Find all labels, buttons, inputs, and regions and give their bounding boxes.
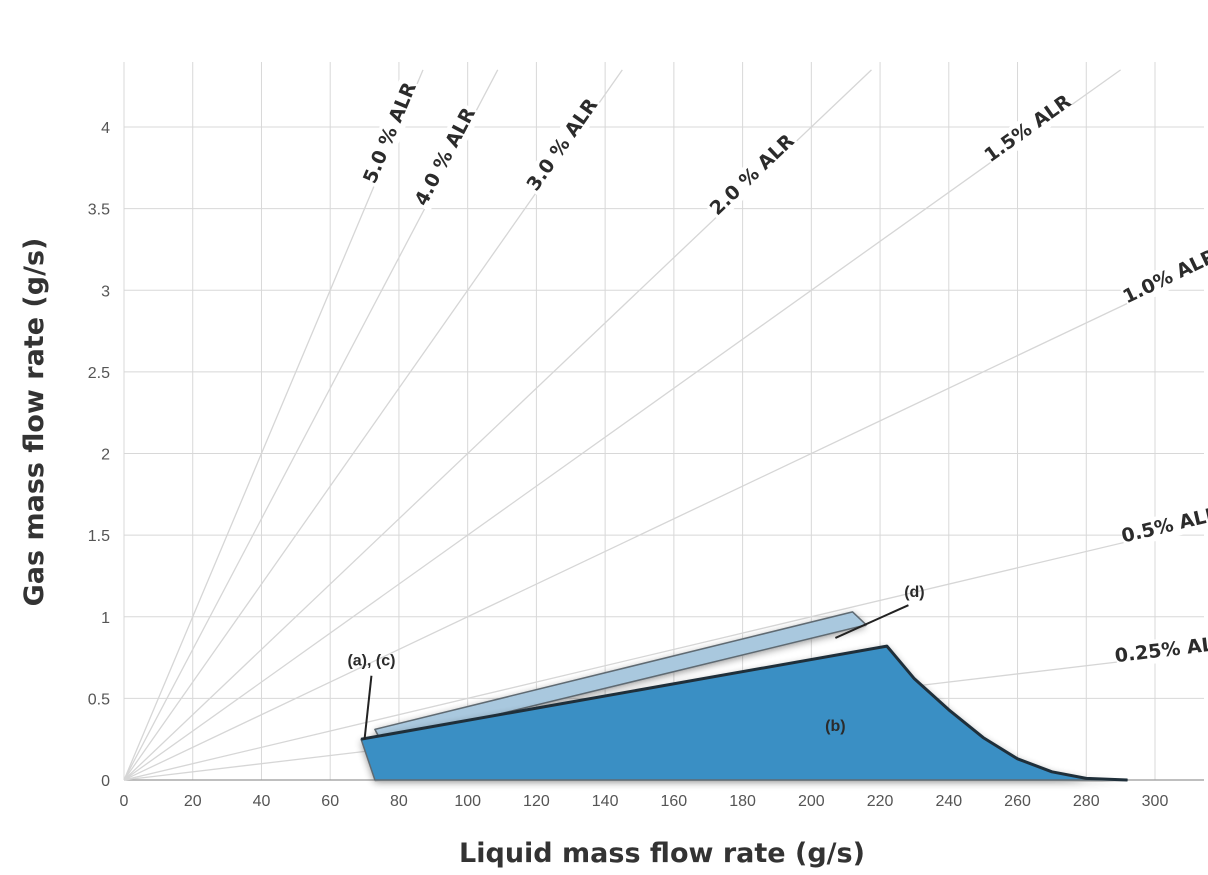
alr-label-group: 1.5% ALR: [980, 89, 1076, 168]
alr-line: [123, 522, 1207, 781]
x-tick-label: 60: [321, 793, 339, 810]
alr-line-label: 3.0 % ALR: [523, 94, 603, 195]
alr-label-background: [703, 127, 801, 222]
alr-label-group: 4.0 % ALR: [408, 101, 482, 212]
alr-label-group: 2.0 % ALR: [703, 127, 801, 222]
annotation-label: (a), (c): [347, 653, 395, 670]
alr-label-background: [1119, 501, 1208, 549]
alr-label-group: 3.0 % ALR: [520, 92, 605, 198]
y-tick-label: 2.5: [88, 365, 110, 382]
alr-label-group: 0.25% ALR: [1114, 631, 1208, 669]
region-annotations: (a), (c) (b) (d): [347, 584, 925, 740]
x-tick-label: 160: [661, 793, 688, 810]
y-tick-label: 3.5: [88, 202, 110, 219]
alr-label-background: [520, 92, 605, 198]
alr-label-background: [1114, 631, 1208, 669]
alr-label-group: 0.5% ALR: [1119, 501, 1208, 549]
annotation-label: (b): [825, 718, 845, 735]
x-tick-label: 140: [592, 793, 619, 810]
x-axis-title: Liquid mass flow rate (g/s): [459, 838, 865, 869]
y-tick-label: 1: [101, 610, 110, 627]
alr-line: [123, 69, 1122, 781]
alr-line-label: 5.0 % ALR: [359, 79, 421, 187]
region-b-boundary: [360, 644, 1128, 782]
annotation-pointer: [363, 675, 373, 740]
x-tick-label: 180: [729, 793, 756, 810]
alr-line-label: 4.0 % ALR: [410, 104, 480, 210]
x-tick-label: 240: [935, 793, 962, 810]
x-tick-label: 260: [1004, 793, 1031, 810]
x-tick-label: 220: [867, 793, 894, 810]
y-tick-label: 3: [101, 283, 110, 300]
y-tick-label: 2: [101, 447, 110, 464]
y-tick-label: 4: [101, 120, 110, 137]
operating-regions: [360, 611, 1129, 782]
alr-label-background: [980, 89, 1076, 168]
annotation-pointer: [834, 604, 909, 639]
alr-label-group: 1.0% ALR: [1119, 244, 1208, 309]
alr-label-group: 5.0 % ALR: [357, 76, 423, 189]
alr-line: [123, 69, 424, 781]
x-tick-label: 280: [1073, 793, 1100, 810]
x-tick-label: 300: [1142, 793, 1169, 810]
y-tick-label: 1.5: [88, 528, 110, 545]
alr-line-label: 1.5% ALR: [980, 90, 1075, 167]
alr-line: [123, 265, 1207, 781]
annotation-label: (d): [904, 584, 924, 601]
x-tick-label: 20: [184, 793, 202, 810]
y-tick-label: 0: [101, 773, 110, 790]
alr-line-label: 2.0 % ALR: [706, 130, 799, 220]
tick-labels: 0 20 40 60 80 100 120 140 160 180 200 220 240 260 280 3…: [88, 120, 1169, 810]
x-tick-label: 0: [120, 793, 129, 810]
x-tick-label: 120: [523, 793, 550, 810]
alr-line-label: 1.0% ALR: [1119, 245, 1208, 308]
y-axis-title: Gas mass flow rate (g/s): [19, 238, 50, 607]
alr-label-background: [1119, 244, 1208, 309]
y-tick-label: 0.5: [88, 691, 110, 708]
alr-label-background: [408, 101, 482, 212]
x-tick-label: 100: [454, 793, 481, 810]
x-tick-label: 80: [390, 793, 408, 810]
x-tick-label: 40: [253, 793, 271, 810]
x-tick-label: 200: [798, 793, 825, 810]
alr-label-background: [357, 76, 423, 189]
alr-line-label: 0.5% ALR: [1119, 503, 1208, 548]
